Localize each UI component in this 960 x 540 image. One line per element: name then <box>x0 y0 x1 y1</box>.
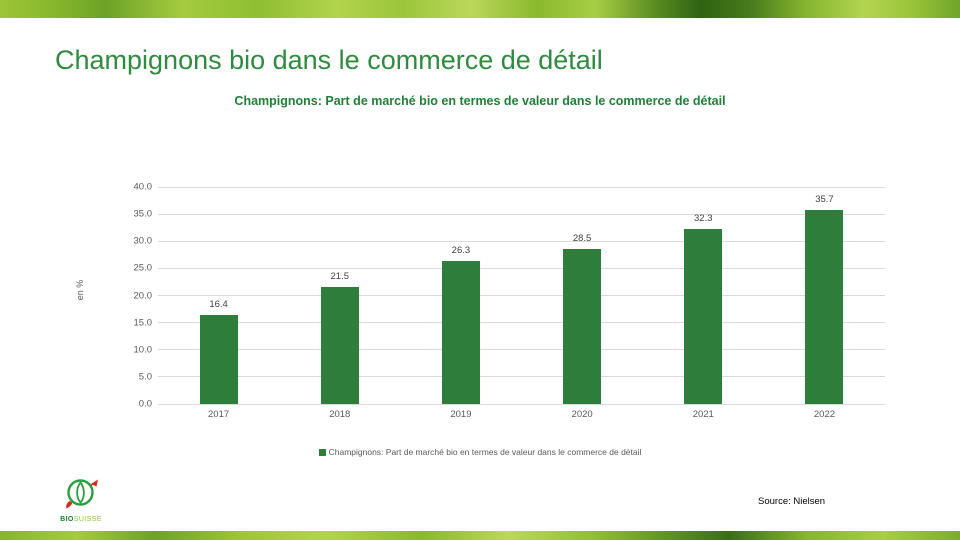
legend-label: Champignons: Part de marché bio en terme… <box>328 447 642 457</box>
bar-2019 <box>441 261 480 404</box>
gridline <box>158 376 885 378</box>
bar-slot: 26.3 <box>400 187 521 404</box>
gridline <box>158 295 885 296</box>
legend: Champignons: Part de marché bio en terme… <box>0 447 960 457</box>
gridline <box>158 267 885 269</box>
y-tick-label: 25.0 <box>133 262 153 274</box>
y-axis-title: en % <box>75 279 85 301</box>
x-axis-label: 2022 <box>813 409 836 420</box>
x-axis-label: 2020 <box>571 409 593 420</box>
y-tick-label: 30.0 <box>133 235 153 247</box>
bar-slot: 35.7 <box>764 187 885 404</box>
bar-slot: 28.5 <box>522 187 643 404</box>
x-axis-label: 2021 <box>692 409 714 420</box>
x-axis-labels: 2017 2018 2019 2020 2021 2022 <box>158 409 885 420</box>
bar-slot: 16.4 <box>158 187 279 404</box>
bar-2021 <box>684 228 723 404</box>
bars-row: 16.4 21.5 26.3 28.5 32.3 35.7 <box>158 187 885 404</box>
y-tick-label: 20.0 <box>133 290 153 301</box>
bar-2018 <box>320 287 359 404</box>
bar-2022 <box>805 210 844 404</box>
bio-suisse-logo-mark <box>66 479 98 509</box>
gridline <box>158 213 885 215</box>
gridline <box>158 240 885 242</box>
gridline <box>158 186 885 188</box>
y-axis-ticks: 0.0 5.0 10.0 15.0 20.0 25.0 30.0 35.0 40.0 <box>112 182 153 410</box>
plot-area: 16.4 21.5 26.3 28.5 32.3 35.7 <box>158 186 885 405</box>
logo-text-suisse: SUISSE <box>73 516 102 523</box>
source-label: Source: Nielsen <box>758 496 826 507</box>
gridline <box>158 403 885 405</box>
logo-text-bio: BIO <box>60 516 74 523</box>
chart-title: Champignons: Part de marché bio en terme… <box>234 94 726 108</box>
x-axis-label: 2018 <box>329 409 351 420</box>
y-tick-label: 5.0 <box>138 371 152 383</box>
y-tick-label: 15.0 <box>133 317 153 329</box>
bar-slot: 21.5 <box>279 187 400 404</box>
bar-value-label: 16.4 <box>209 299 228 311</box>
y-tick-label: 0.0 <box>138 398 152 410</box>
bottom-decorative-band <box>0 531 960 540</box>
page-title: Champignons bio dans le commerce de déta… <box>55 45 603 75</box>
x-axis-label: 2017 <box>208 409 230 420</box>
x-axis-label: 2019 <box>450 409 472 420</box>
bar-slot: 32.3 <box>643 187 764 404</box>
top-decorative-band <box>0 0 960 18</box>
bar-2020 <box>563 249 602 404</box>
bar-value-label: 26.3 <box>451 245 471 257</box>
y-tick-label: 40.0 <box>133 181 153 193</box>
bar-2017 <box>199 315 238 404</box>
bar-value-label: 28.5 <box>572 233 592 245</box>
bio-suisse-logo-text: BIOSUISSE <box>52 516 110 523</box>
gridline <box>158 349 885 351</box>
bar-value-label: 21.5 <box>330 271 350 283</box>
y-tick-label: 35.0 <box>133 208 153 220</box>
bar-value-label: 32.3 <box>694 212 713 224</box>
bar-value-label: 35.7 <box>815 194 834 206</box>
gridline <box>158 322 885 324</box>
bio-suisse-logo: BIOSUISSE <box>52 475 110 523</box>
y-tick-label: 10.0 <box>133 344 153 356</box>
legend-swatch <box>318 448 326 456</box>
